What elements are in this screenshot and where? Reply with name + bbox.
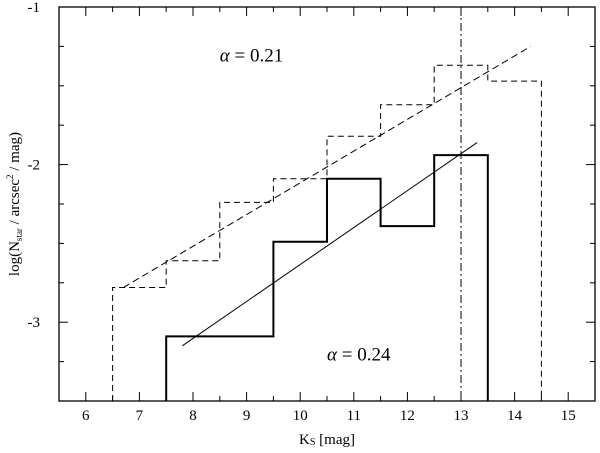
alpha-annotation: α = 0.24 (327, 345, 391, 366)
axis-ticks (58, 6, 596, 402)
alpha-value: = 0.21 (230, 45, 283, 66)
plot-frame (58, 6, 596, 402)
dashed-histogram (112, 64, 542, 401)
alpha-annotation: α = 0.21 (220, 45, 283, 66)
x-tick-label: 11 (347, 408, 361, 424)
x-tick-label: 12 (400, 408, 415, 424)
x-tick-label: 6 (82, 408, 90, 424)
tick-labels: 6 7 8 9 10 11 12 13 14 15 -1 -2 -3 (28, 0, 576, 424)
x-tick-label: 15 (561, 408, 576, 424)
solid-fit-line (181, 142, 478, 347)
y-axis-label: log(Nstar / arcsec2 / mag) (5, 132, 24, 276)
y-tick-label: -3 (28, 315, 41, 331)
series-layer (112, 7, 542, 401)
x-axis-label: KS [mag] (299, 432, 355, 448)
alpha-symbol: α (220, 45, 231, 66)
x-tick-label: 14 (507, 408, 523, 424)
x-tick-label: 7 (136, 408, 144, 424)
dashed-fit-line (123, 45, 531, 288)
solid-histogram (165, 154, 489, 401)
annotations: α = 0.21α = 0.24 (220, 45, 391, 365)
x-tick-label: 9 (243, 408, 251, 424)
x-tick-label: 10 (293, 408, 308, 424)
x-tick-label: 13 (454, 408, 469, 424)
alpha-value: = 0.24 (337, 345, 391, 366)
x-tick-label: 8 (189, 408, 197, 424)
y-tick-label: -1 (28, 0, 41, 16)
alpha-symbol: α (327, 345, 338, 366)
y-tick-label: -2 (28, 158, 41, 174)
